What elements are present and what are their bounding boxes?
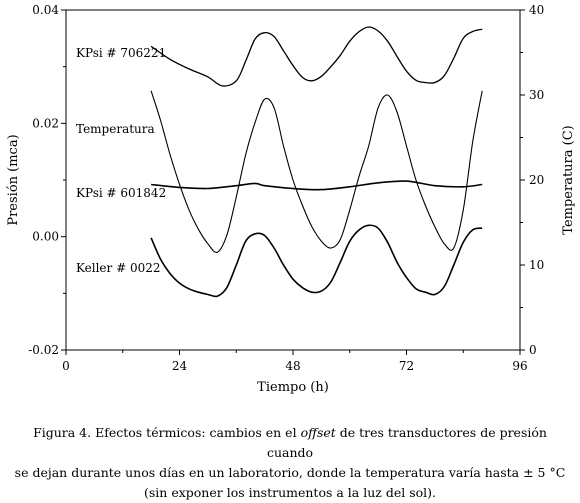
series-layer [150, 26, 483, 298]
series-label-kpsi-601842: KPsi # 601842 [76, 186, 166, 200]
ticks-layer: 0 24 48 72 96 -0.02 0.00 0.02 0.04 0 10 20 30 40 [28, 3, 544, 373]
x-tick-label: 48 [285, 359, 300, 373]
y-axis-label: Presión (mca) [6, 134, 21, 225]
series-label-keller-0022: Keller # 0022 [76, 261, 160, 275]
caption-offset-term: offset [300, 425, 336, 440]
x-tick-label: 0 [62, 359, 70, 373]
y2-tick-label: 20 [529, 173, 544, 187]
series-line-kpsi-706221 [150, 26, 483, 87]
y-tick-label: 0.04 [32, 3, 59, 17]
y2-tick-label: 40 [529, 3, 544, 17]
x-axis-label: Tiempo (h) [257, 380, 329, 395]
thermal-effects-chart: 0 24 48 72 96 -0.02 0.00 0.02 0.04 0 10 20 30 40 KPsi… [6, 3, 576, 395]
y2-tick-label: 30 [529, 88, 544, 102]
x-tick-label: 72 [399, 359, 414, 373]
y2-tick-label: 10 [529, 258, 544, 272]
series-line-keller-0022 [150, 224, 483, 298]
y2-axis-label: Temperatura (C) [561, 125, 576, 234]
x-tick-label: 24 [172, 359, 188, 373]
series-line-temperatura [150, 90, 483, 254]
x-tick-label: 96 [512, 359, 527, 373]
y-tick-label: 0.00 [32, 230, 59, 244]
y-tick-label: 0.02 [32, 116, 59, 130]
series-label-kpsi-706221: KPsi # 706221 [76, 46, 166, 60]
caption-line-2: se dejan durante unos días en un laborat… [14, 465, 566, 480]
caption-line-1: Figura 4. Efectos térmicos: cambios en e… [33, 425, 547, 460]
y2-tick-label: 0 [529, 343, 537, 357]
caption-line-3: (sin exponer los instrumentos a la luz d… [144, 485, 436, 500]
series-line-kpsi-601842 [151, 180, 483, 191]
y-tick-label: -0.02 [28, 343, 59, 357]
figure-caption: Figura 4. Efectos térmicos: cambios en e… [10, 423, 570, 503]
series-label-temperatura: Temperatura [76, 122, 155, 136]
